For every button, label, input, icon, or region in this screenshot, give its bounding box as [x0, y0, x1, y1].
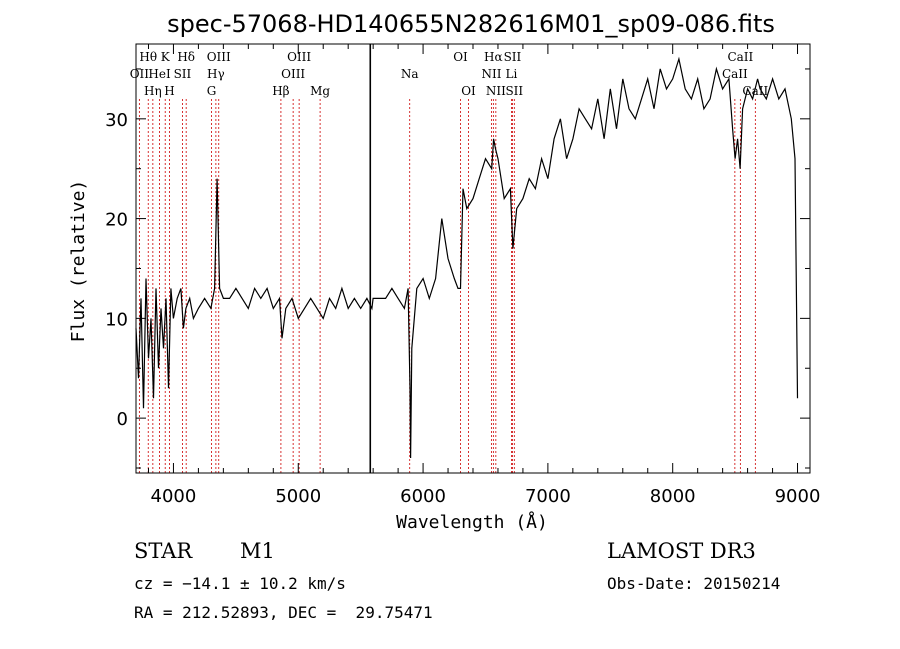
emission-line-label: Hγ [207, 67, 225, 81]
emission-line-label: G [207, 84, 217, 98]
x-tick-label: 5000 [275, 486, 321, 507]
y-tick-label: 20 [105, 210, 128, 231]
emission-line-label: Hθ [139, 50, 157, 64]
survey-name: LAMOST DR3 [607, 539, 756, 563]
spectrum-line [135, 56, 799, 459]
x-tick-label: 7000 [525, 486, 571, 507]
emission-line-label: NII [486, 84, 506, 98]
x-tick-label: 9000 [775, 486, 821, 507]
chart-title: spec-57068-HD140655N282616M01_sp09-086.f… [167, 10, 775, 38]
y-axis-label: Flux (relative) [68, 180, 89, 343]
emission-line-markers [138, 99, 756, 473]
emission-line-label: Hα [484, 50, 503, 64]
object-subclass: M1 [240, 539, 275, 563]
emission-line-label: Li [506, 67, 518, 81]
emission-line-label: OIII [281, 67, 305, 81]
emission-line-label: Hη [144, 84, 162, 98]
emission-line-label: OIII [287, 50, 311, 64]
emission-line-label: Hβ [272, 84, 289, 98]
x-tick-label: 8000 [650, 486, 696, 507]
x-axis-label: Wavelength (Å) [396, 511, 548, 533]
x-tick-label: 6000 [400, 486, 446, 507]
emission-line-label: SII [505, 84, 523, 98]
emission-line-labels: OIIHθHηHeIKHSIIHδGHγOIIIHβOIIIOIIIMgNaOI… [130, 50, 769, 98]
emission-line-label: OIII [207, 50, 231, 64]
emission-line-label: CaII [722, 67, 748, 81]
emission-line-label: SII [174, 67, 192, 81]
x-tick-label: 4000 [151, 486, 197, 507]
emission-line-label: Hδ [177, 50, 195, 64]
coordinates: RA = 212.52893, DEC = 29.75471 [134, 603, 433, 622]
object-class: STAR [134, 539, 193, 563]
y-tick-label: 10 [105, 309, 128, 330]
emission-line-label: NII [481, 67, 501, 81]
emission-line-label: OII [130, 67, 150, 81]
y-tick-label: 0 [117, 409, 128, 430]
axis-ticks [136, 44, 810, 473]
y-tick-label: 30 [105, 110, 128, 131]
emission-line-label: Na [401, 67, 419, 81]
emission-line-label: K [161, 50, 171, 64]
emission-line-label: SII [504, 50, 522, 64]
obs-date: Obs-Date: 20150214 [607, 574, 781, 593]
redshift-cz: cz = −14.1 ± 10.2 km/s [134, 574, 346, 593]
plot-frame [135, 43, 811, 474]
emission-line-label: HeI [148, 67, 171, 81]
emission-line-label: H [164, 84, 174, 98]
axis-tick-labels: 4000 5000 6000 7000 8000 9000 0 10 20 30 [105, 110, 820, 507]
emission-line-label: CaII [727, 50, 753, 64]
emission-line-label: Mg [310, 84, 330, 98]
emission-line-label: OI [461, 84, 476, 98]
emission-line-label: CaII [742, 84, 768, 98]
emission-line-label: OI [453, 50, 468, 64]
